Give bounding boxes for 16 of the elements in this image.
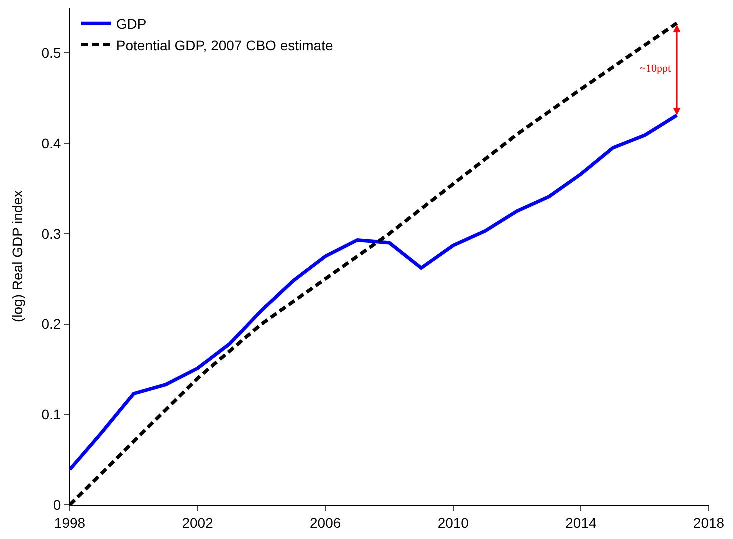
y-tick-label: 0.2 [42, 316, 62, 332]
y-axis-title: (log) Real GDP index [9, 190, 26, 323]
y-tick-label: 0.4 [42, 135, 62, 152]
legend-label: GDP [116, 16, 147, 32]
y-tick-label: 0.5 [42, 45, 62, 62]
x-tick-label: 1998 [54, 514, 86, 531]
y-tick-label: 0.3 [42, 226, 62, 242]
legend-label: Potential GDP, 2007 CBO estimate [116, 37, 334, 54]
x-tick-label: 2006 [310, 514, 342, 531]
y-tick-label: 0.1 [42, 406, 62, 423]
x-tick-label: 2018 [693, 514, 725, 531]
annotation: ~10ppt [640, 63, 672, 75]
x-tick-label: 2002 [182, 514, 214, 531]
x-tick-label: 2010 [438, 514, 470, 531]
y-tick-label: 0 [53, 496, 62, 513]
x-tick-label: 2014 [566, 514, 597, 531]
